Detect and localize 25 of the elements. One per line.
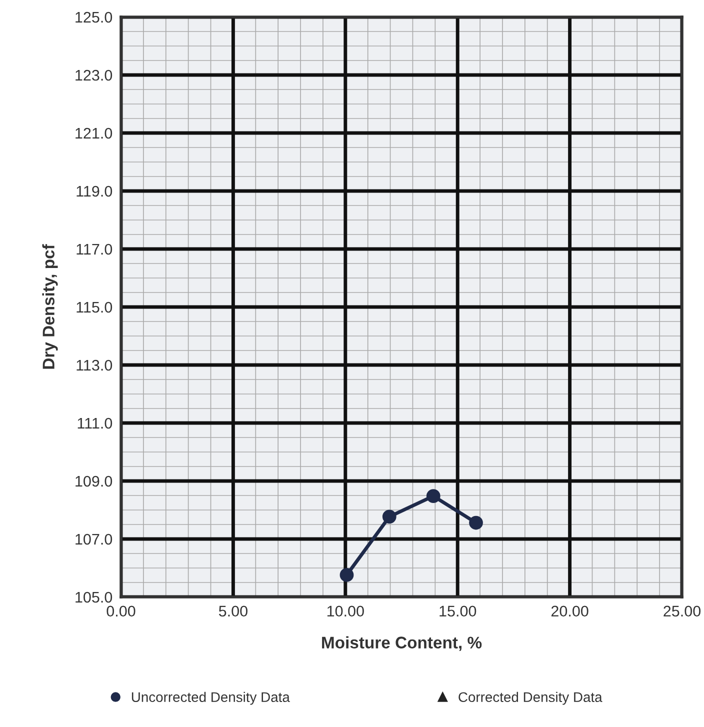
- x-axis-title: Moisture Content, %: [322, 636, 482, 651]
- y-tick-label: 111.0: [78, 418, 112, 429]
- point: [340, 568, 354, 582]
- legend-label: Corrected Density Data: [458, 692, 602, 705]
- x-tick-label: 5.00: [218, 606, 248, 617]
- x-tick-label: 25.00: [664, 606, 701, 617]
- x-tick-label: 20.00: [551, 606, 588, 617]
- y-tick-label: 121.0: [76, 128, 112, 139]
- x-tick-label: 10.00: [327, 606, 364, 617]
- legend-label: Uncorrected Density Data: [132, 692, 290, 705]
- x-tick-label: 15.00: [440, 606, 476, 617]
- y-tick-label: 125.0: [76, 12, 112, 23]
- point: [382, 510, 396, 524]
- y-tick-label: 107.0: [76, 534, 112, 545]
- y-tick-label: 113.0: [76, 360, 112, 371]
- y-axis-title: Dry Density, pcf: [42, 244, 58, 369]
- x-tick-label: 0.00: [106, 606, 136, 617]
- y-tick-label: 105.0: [76, 592, 112, 603]
- point: [469, 516, 483, 530]
- point: [426, 489, 440, 504]
- y-tick-label: 115.0: [76, 302, 112, 313]
- y-tick-label: 123.0: [76, 70, 112, 81]
- y-tick-label: 109.0: [76, 476, 112, 487]
- y-tick-label: 119.0: [76, 186, 112, 197]
- y-tick-label: 117.0: [76, 244, 112, 255]
